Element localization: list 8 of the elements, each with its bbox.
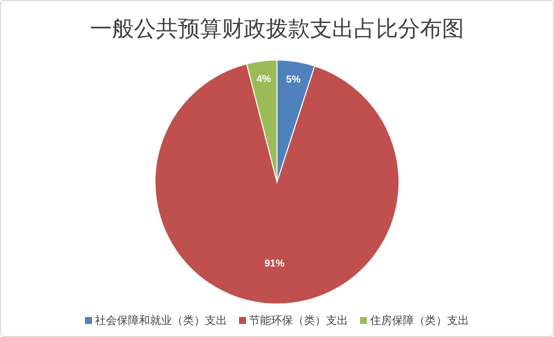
pie-slice — [154, 63, 400, 304]
data-label: 4% — [256, 74, 272, 85]
legend-label: 住房保障（类）支出 — [370, 314, 469, 327]
data-label: 91% — [264, 258, 285, 270]
data-label: 5% — [286, 74, 301, 86]
legend-label: 社会保障和就业（类）支出 — [95, 314, 227, 327]
chart-title: 一般公共预算财政拨款支出占比分布图 — [90, 16, 464, 41]
legend-label: 节能环保（类）支出 — [249, 314, 348, 327]
